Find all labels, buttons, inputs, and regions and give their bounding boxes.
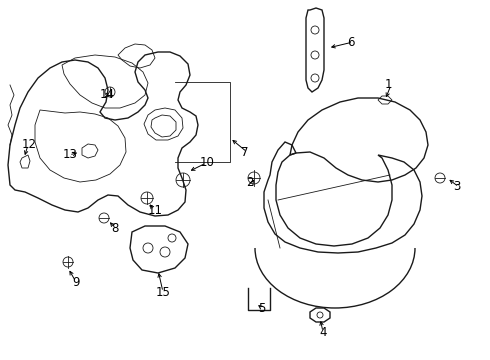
Text: 6: 6 [347,36,354,49]
Text: 10: 10 [200,157,215,170]
Text: 3: 3 [453,180,461,194]
Text: 12: 12 [22,139,37,152]
Text: 4: 4 [319,325,327,338]
Text: 2: 2 [246,176,253,189]
Text: 11: 11 [148,203,163,216]
Text: 15: 15 [155,285,171,298]
Text: 7: 7 [241,145,248,158]
Text: 9: 9 [72,275,80,288]
Text: 13: 13 [63,148,78,162]
Text: 14: 14 [100,89,115,102]
Text: 8: 8 [111,221,119,234]
Text: 1: 1 [385,78,392,91]
Text: 5: 5 [258,302,266,315]
